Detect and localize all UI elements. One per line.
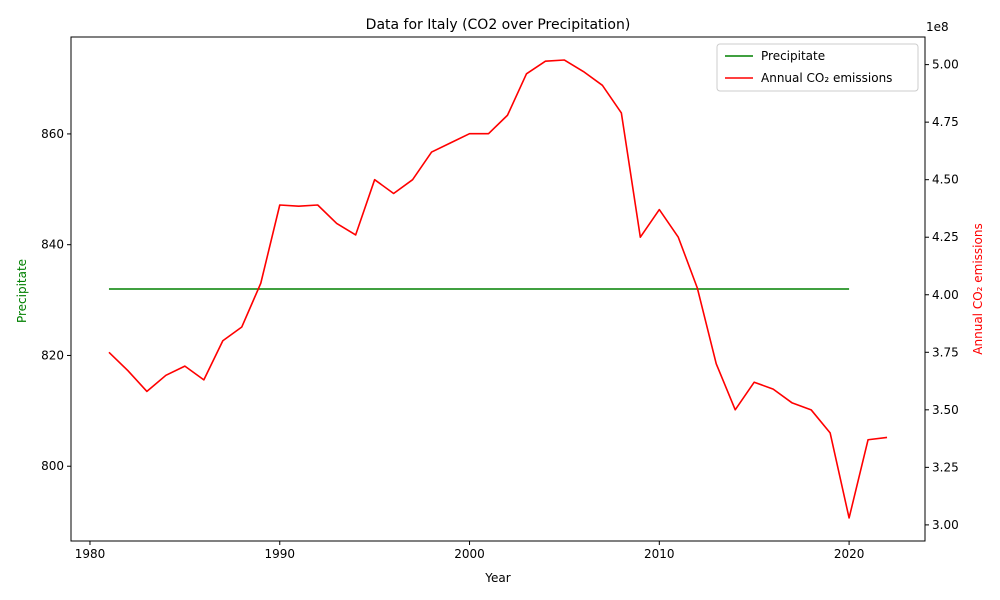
right-tick-label: 4.50: [932, 173, 959, 187]
right-tick-label: 4.25: [932, 230, 959, 244]
x-tick-label: 2020: [834, 547, 865, 561]
x-axis: 1980 1990 2000 2010 2020: [75, 541, 865, 561]
left-y-axis-label: Precipitate: [15, 259, 29, 323]
right-tick-label: 4.75: [932, 115, 959, 129]
left-y-axis: 800 820 840 860: [41, 127, 71, 473]
left-tick-label: 860: [41, 127, 64, 141]
right-tick-label: 5.00: [932, 58, 959, 72]
legend-label-1: Annual CO₂ emissions: [761, 71, 892, 85]
plot-frame: [70, 36, 926, 542]
right-y-axis-label: Annual CO₂ emissions: [971, 223, 985, 354]
legend-box: [716, 43, 919, 92]
x-tick-label: 1990: [264, 547, 295, 561]
left-tick-label: 840: [41, 238, 64, 252]
right-axis-offset-label: 1e8: [926, 20, 949, 34]
x-tick-label: 1980: [75, 547, 106, 561]
chart-title: Data for Italy (CO2 over Precipitation): [366, 17, 631, 33]
x-tick-label: 2000: [454, 547, 485, 561]
left-tick-label: 800: [41, 459, 64, 473]
right-tick-label: 3.25: [932, 460, 959, 474]
right-tick-label: 3.00: [932, 518, 959, 532]
plot-area: [70, 36, 926, 542]
right-y-axis: 3.00 3.25 3.50 3.75 4.00 4.25 4.50 4.75 5.00: [925, 58, 959, 532]
series-line-1: [108, 59, 888, 519]
x-axis-label: Year: [484, 571, 510, 585]
legend: Precipitate Annual CO₂ emissions: [716, 43, 919, 92]
left-tick-label: 820: [41, 348, 64, 362]
legend-label-0: Precipitate: [761, 49, 825, 63]
right-tick-label: 4.00: [932, 288, 959, 302]
x-tick-label: 2010: [644, 547, 675, 561]
right-tick-label: 3.50: [932, 403, 959, 417]
right-tick-label: 3.75: [932, 345, 959, 359]
